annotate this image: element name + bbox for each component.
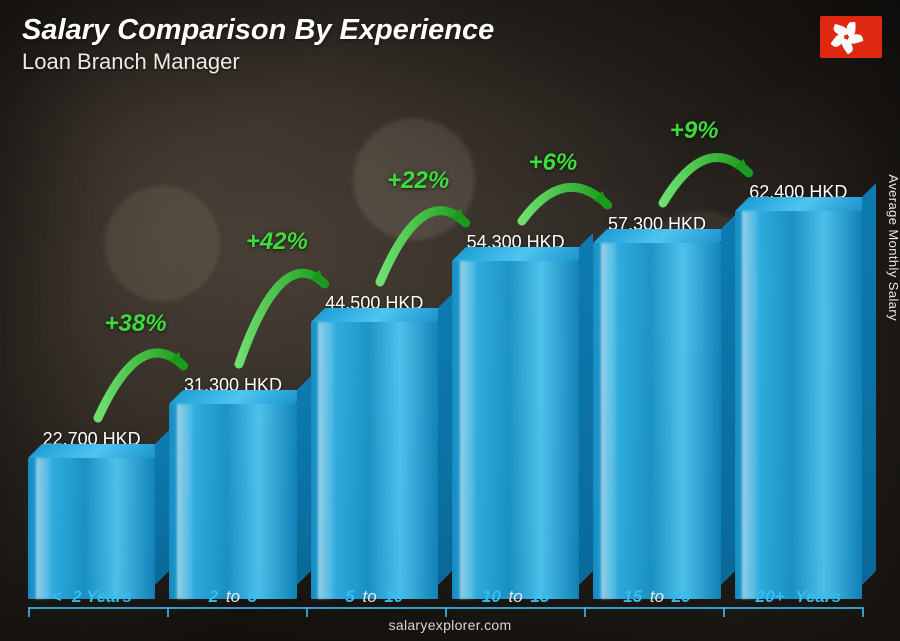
x-axis-tick-label: 15 to 20 xyxy=(593,577,720,607)
bar-3d xyxy=(593,243,720,599)
bar-column: 57,300 HKD xyxy=(593,214,720,599)
chart-subtitle: Loan Branch Manager xyxy=(22,49,494,75)
bar-column: 44,500 HKD xyxy=(311,293,438,599)
bar-3d xyxy=(735,211,862,599)
bar-3d xyxy=(169,404,296,599)
x-axis-line xyxy=(28,607,862,609)
x-axis-tick-label: < 2 Years xyxy=(28,577,155,607)
bar-3d xyxy=(452,261,579,599)
x-axis-tick-label: 2 to 5 xyxy=(169,577,296,607)
bar-chart: 22,700 HKD31,300 HKD44,500 HKD54,300 HKD… xyxy=(28,92,862,599)
attribution-text: salaryexplorer.com xyxy=(389,617,512,633)
x-axis-tick-label: 5 to 10 xyxy=(311,577,438,607)
x-axis-tick-label: 20+ Years xyxy=(735,577,862,607)
y-axis-label: Average Monthly Salary xyxy=(887,174,900,321)
bar-column: 62,400 HKD xyxy=(735,182,862,599)
bar-column: 22,700 HKD xyxy=(28,429,155,599)
bauhinia-emblem-icon xyxy=(836,22,866,52)
x-axis-tick-label: 10 to 15 xyxy=(452,577,579,607)
hong-kong-flag-icon xyxy=(820,16,882,58)
bar-column: 54,300 HKD xyxy=(452,232,579,599)
bar-column: 31,300 HKD xyxy=(169,375,296,599)
title-block: Salary Comparison By Experience Loan Bra… xyxy=(22,14,494,75)
chart-title: Salary Comparison By Experience xyxy=(22,14,494,47)
x-axis-labels: < 2 Years 2 to 5 5 to 10 10 to 15 15 to 20 20… xyxy=(28,577,862,607)
bar-3d xyxy=(311,322,438,599)
infographic-canvas: Salary Comparison By Experience Loan Bra… xyxy=(0,0,900,641)
bars-container: 22,700 HKD31,300 HKD44,500 HKD54,300 HKD… xyxy=(28,92,862,599)
